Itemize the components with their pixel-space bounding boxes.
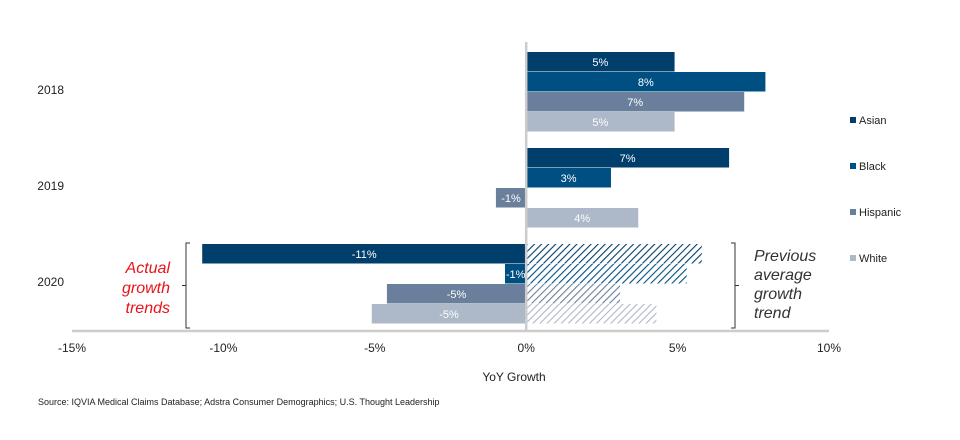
- source-note: Source: IQVIA Medical Claims Database; A…: [38, 397, 440, 407]
- x-tick-label: -15%: [58, 341, 86, 355]
- legend: Asian Black Hispanic White: [850, 115, 902, 265]
- category-label-2020: 2020: [37, 275, 64, 289]
- data-label-2020-black: -1%: [506, 269, 526, 281]
- legend-swatch-asian: [850, 117, 856, 123]
- axes-group: -15% -10% -5% 0% 5% 10% YoY Growth: [58, 42, 841, 384]
- bar-2019-hispanic: [495, 188, 527, 208]
- bar-2018-asian: [526, 52, 675, 72]
- annotation-actual-line: growth: [122, 280, 170, 297]
- bar-2020-asian: [202, 244, 527, 264]
- hatched-bar-hispanic: [526, 284, 621, 304]
- left-bracket: [182, 242, 190, 329]
- legend-label-hispanic: Hispanic: [859, 207, 902, 219]
- bar-2019-asian: [526, 148, 730, 168]
- data-label-2020-white: -5%: [439, 309, 459, 321]
- x-tick-label: -10%: [209, 341, 237, 355]
- x-tick-label: 0%: [518, 341, 536, 355]
- legend-label-asian: Asian: [859, 115, 887, 127]
- annotation-actual-line: Actual: [125, 260, 171, 277]
- data-label-2019-white: 4%: [574, 213, 590, 225]
- data-label-2018-black: 8%: [638, 77, 654, 89]
- x-tick-label: 10%: [817, 341, 841, 355]
- hatched-bar-black: [526, 264, 687, 284]
- data-label-2020-asian: -11%: [352, 249, 377, 261]
- bar-2020-black: [505, 264, 527, 284]
- legend-label-black: Black: [859, 161, 886, 173]
- data-label-2018-asian: 5%: [592, 57, 608, 69]
- annotation-previous-line: trend: [754, 305, 792, 322]
- bar-2018-white: [526, 112, 675, 132]
- data-label-2019-black: 3%: [561, 173, 577, 185]
- category-label-2018: 2018: [37, 83, 64, 97]
- annotation-previous-line: growth: [754, 286, 802, 303]
- data-label-2019-hispanic: -1%: [501, 193, 521, 205]
- right-bracket: [731, 242, 739, 329]
- legend-swatch-hispanic: [850, 209, 856, 215]
- hatched-bar-white: [526, 304, 657, 324]
- bar-2019-white: [526, 208, 639, 228]
- bar-2019-black: [526, 168, 611, 188]
- annotation-previous-line: average: [754, 267, 812, 284]
- annotations: Actual growth trends Previous average growth t…: [122, 242, 816, 329]
- hatched-bar-asian: [526, 244, 702, 264]
- bars-group: [202, 52, 766, 324]
- data-label-2018-white: 5%: [592, 117, 608, 129]
- bar-2020-hispanic: [386, 284, 527, 304]
- x-tick-label: 5%: [669, 341, 687, 355]
- data-label-2019-asian: 7%: [620, 153, 636, 165]
- x-axis-title: YoY Growth: [482, 370, 545, 384]
- data-label-2020-hispanic: -5%: [447, 289, 467, 301]
- legend-swatch-black: [850, 163, 856, 169]
- annotation-previous-line: Previous: [754, 248, 816, 265]
- annotation-actual-line: trends: [126, 300, 170, 317]
- category-label-2019: 2019: [37, 179, 64, 193]
- legend-label-white: White: [859, 253, 887, 265]
- x-tick-label: -5%: [364, 341, 386, 355]
- data-label-2018-hispanic: 7%: [627, 97, 643, 109]
- bar-2020-white: [371, 304, 527, 324]
- bar-2018-hispanic: [526, 92, 745, 112]
- legend-swatch-white: [850, 255, 856, 261]
- labels-group: 5% 8% 7% 5% 2018 7% 3% -1% 4% 2019 -11% -1% -5% -5% 20…: [37, 57, 654, 321]
- bar-2018-black: [526, 72, 766, 92]
